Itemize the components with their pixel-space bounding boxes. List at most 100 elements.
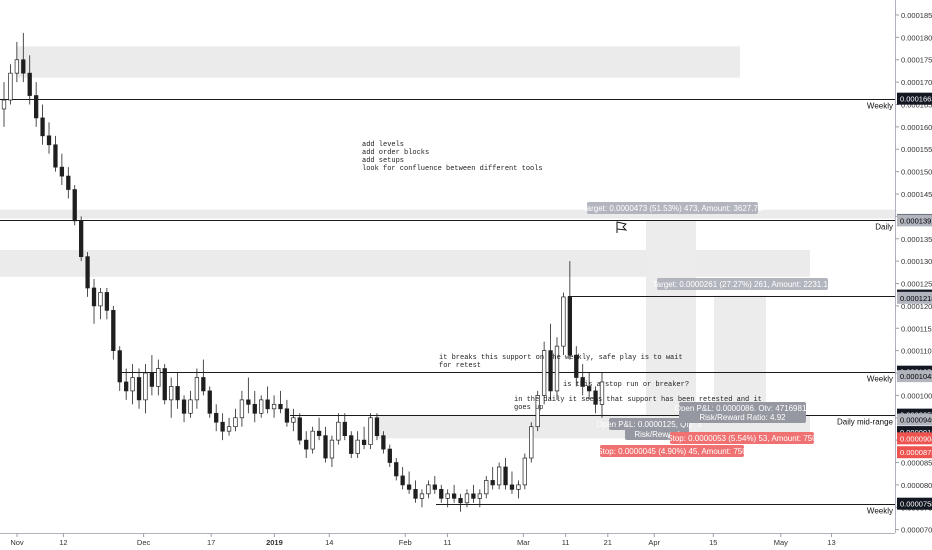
candle-body — [484, 480, 489, 495]
candle — [451, 484, 457, 503]
zone-box — [0, 209, 895, 219]
candle — [53, 135, 58, 172]
candle — [252, 390, 257, 423]
candle-body — [271, 403, 277, 410]
candle-body — [34, 95, 39, 119]
candle-body — [162, 368, 167, 401]
candle-body — [419, 493, 425, 499]
candle — [561, 292, 566, 356]
candle-body — [149, 372, 155, 387]
candle-body — [336, 421, 341, 441]
target-label-bg — [587, 202, 758, 214]
candle-body — [1, 99, 7, 110]
note-line: look for confluence between different to… — [362, 165, 543, 173]
candle-body — [529, 426, 534, 459]
candle-body — [381, 435, 386, 450]
candle — [516, 480, 521, 499]
candle-body — [104, 292, 110, 311]
x-tick-label: 11 — [444, 538, 452, 547]
candle-body — [130, 377, 135, 392]
candle-body — [175, 386, 180, 401]
candle — [181, 395, 187, 423]
level-label: Daily — [875, 223, 893, 232]
open-pnl-label-bg — [609, 418, 689, 430]
candle-body — [201, 377, 206, 392]
candle — [188, 390, 193, 418]
open-pnl-label[interactable]: Open P&L: 0.0000125, Qty: 3 — [597, 418, 703, 430]
candle-body — [169, 386, 174, 401]
candle-body — [593, 390, 598, 405]
candle-body — [316, 430, 322, 437]
flag-icon — [616, 221, 628, 233]
candles-layer — [1, 32, 605, 512]
candle-body — [509, 484, 515, 490]
candle-body — [284, 408, 290, 423]
candle — [278, 390, 283, 414]
candle — [484, 475, 489, 499]
price-tag: 0.0001391 — [897, 214, 932, 227]
candle — [259, 395, 264, 418]
x-tick-label: 11 — [562, 538, 570, 547]
candle-body — [252, 403, 257, 414]
candle — [66, 167, 71, 199]
price-tag-bg — [897, 214, 932, 227]
candle — [27, 55, 32, 105]
candle — [162, 364, 167, 405]
risk-reward-label-text: Risk/Reward Ratio: 4.92 — [699, 413, 786, 422]
candle — [477, 489, 482, 508]
candle-body — [387, 448, 392, 463]
x-tick-label: Nov — [10, 538, 24, 547]
open-pnl-label-text: Open P&L: 0.0000125, Qty: 3 — [597, 420, 703, 429]
candle — [59, 153, 65, 186]
candle — [413, 480, 418, 503]
candle-body — [14, 59, 20, 74]
stop-label[interactable]: Stop: 0.0000053 (5.54%) 53, Amount: 750 — [667, 432, 817, 444]
candle-body — [91, 287, 97, 307]
candle-body — [194, 377, 200, 401]
candle-body — [117, 350, 122, 383]
candle — [445, 489, 450, 508]
candle — [46, 122, 52, 154]
candle — [471, 484, 476, 503]
candle — [574, 346, 579, 387]
candle — [426, 480, 431, 499]
candle — [464, 489, 470, 508]
target-label[interactable]: Target: 0.0000261 (27.27%) 261, Amount: … — [653, 278, 833, 290]
risk-reward-label[interactable]: Risk/Reward Ratio: 4.92 — [679, 411, 806, 423]
candle — [458, 493, 463, 512]
candle — [439, 484, 444, 503]
price-tag-bg — [897, 497, 932, 510]
time-axis[interactable]: Nov 12 Dec 17 2019 14 Feb 11 Mar 11 21 Apr 15 May 13 — [10, 533, 836, 547]
candle-body — [522, 457, 527, 486]
price-tag: 0.0001663 — [897, 92, 932, 105]
candle — [541, 341, 547, 405]
candle — [239, 390, 245, 427]
candle — [85, 252, 90, 297]
candle-body — [580, 377, 585, 387]
candle-body — [541, 350, 547, 396]
candle-body — [535, 395, 540, 428]
x-tick-label: 12 — [59, 538, 67, 547]
candle-body — [548, 350, 553, 392]
stop-label[interactable]: Stop: 0.0000045 (4.90%) 45, Amount: 750 — [597, 445, 747, 457]
candle-body — [361, 439, 367, 445]
candle-body — [368, 417, 373, 445]
price-tag-bg — [897, 92, 932, 105]
zone-box — [17, 46, 740, 78]
candle-body — [439, 489, 444, 499]
candle — [207, 386, 212, 418]
candle — [355, 431, 360, 459]
candle — [72, 185, 77, 226]
candle — [271, 395, 277, 418]
note-line: add levels — [362, 141, 404, 149]
note-line: add order blocks — [362, 149, 429, 157]
target-label[interactable]: Target: 0.0000473 (51.53%) 473, Amount: … — [583, 202, 763, 214]
